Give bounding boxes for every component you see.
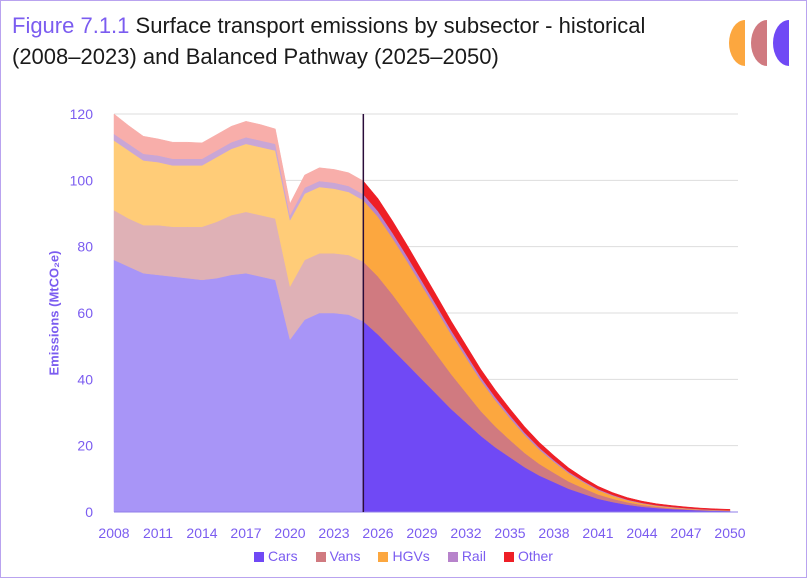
legend-swatch [254, 552, 265, 562]
x-tick-label: 2029 [406, 525, 437, 541]
x-tick-label: 2038 [538, 525, 569, 541]
x-tick-label: 2050 [714, 525, 745, 541]
legend-swatch [378, 552, 389, 562]
x-tick-label: 2026 [362, 525, 393, 541]
y-tick-label: 80 [77, 239, 93, 255]
x-tick-label: 2017 [230, 525, 261, 541]
legend-label: Rail [461, 548, 486, 564]
y-tick-label: 60 [77, 305, 93, 321]
legend-swatch [315, 552, 326, 562]
x-tick-label: 2008 [98, 525, 129, 541]
y-axis-title: Emissions (MtCO₂e) [46, 250, 62, 376]
legend-item-rail: Rail [447, 548, 486, 564]
chart-title: Figure 7.1.1 Surface transport emissions… [12, 10, 702, 72]
y-tick-label: 0 [85, 504, 93, 520]
x-tick-label: 2020 [274, 525, 305, 541]
logo-icon [729, 20, 789, 66]
title-text: Surface transport emissions by subsector… [12, 13, 646, 69]
legend-label: HGVs [392, 548, 430, 564]
legend-item-other: Other [503, 548, 553, 564]
y-tick-label: 40 [77, 371, 93, 387]
y-tick-label: 20 [77, 438, 93, 454]
y-tick-label: 100 [70, 172, 94, 188]
x-tick-label: 2014 [186, 525, 217, 541]
logo-shape-rose [751, 20, 767, 66]
legend-label: Other [517, 548, 553, 564]
legend-item-hgvs: HGVs [378, 548, 430, 564]
x-tick-label: 2035 [494, 525, 525, 541]
x-tick-label: 2011 [143, 525, 173, 541]
legend-label: Vans [329, 548, 361, 564]
x-tick-label: 2023 [318, 525, 349, 541]
legend-item-vans: Vans [315, 548, 361, 564]
legend-swatch [447, 552, 458, 562]
legend-label: Cars [268, 548, 298, 564]
x-tick-label: 2047 [670, 525, 701, 541]
legend-item-cars: Cars [254, 548, 298, 564]
logo-shape-violet [773, 20, 789, 66]
legend-swatch [503, 552, 514, 562]
logo-shape-orange [729, 20, 745, 66]
x-tick-label: 2041 [582, 525, 613, 541]
area-other-projected [363, 180, 731, 511]
chart-legend: Cars Vans HGVs Rail Other [0, 548, 807, 564]
x-tick-label: 2032 [450, 525, 481, 541]
y-tick-label: 120 [70, 106, 94, 122]
figure-label: Figure 7.1.1 [12, 13, 130, 38]
x-tick-label: 2044 [626, 525, 657, 541]
